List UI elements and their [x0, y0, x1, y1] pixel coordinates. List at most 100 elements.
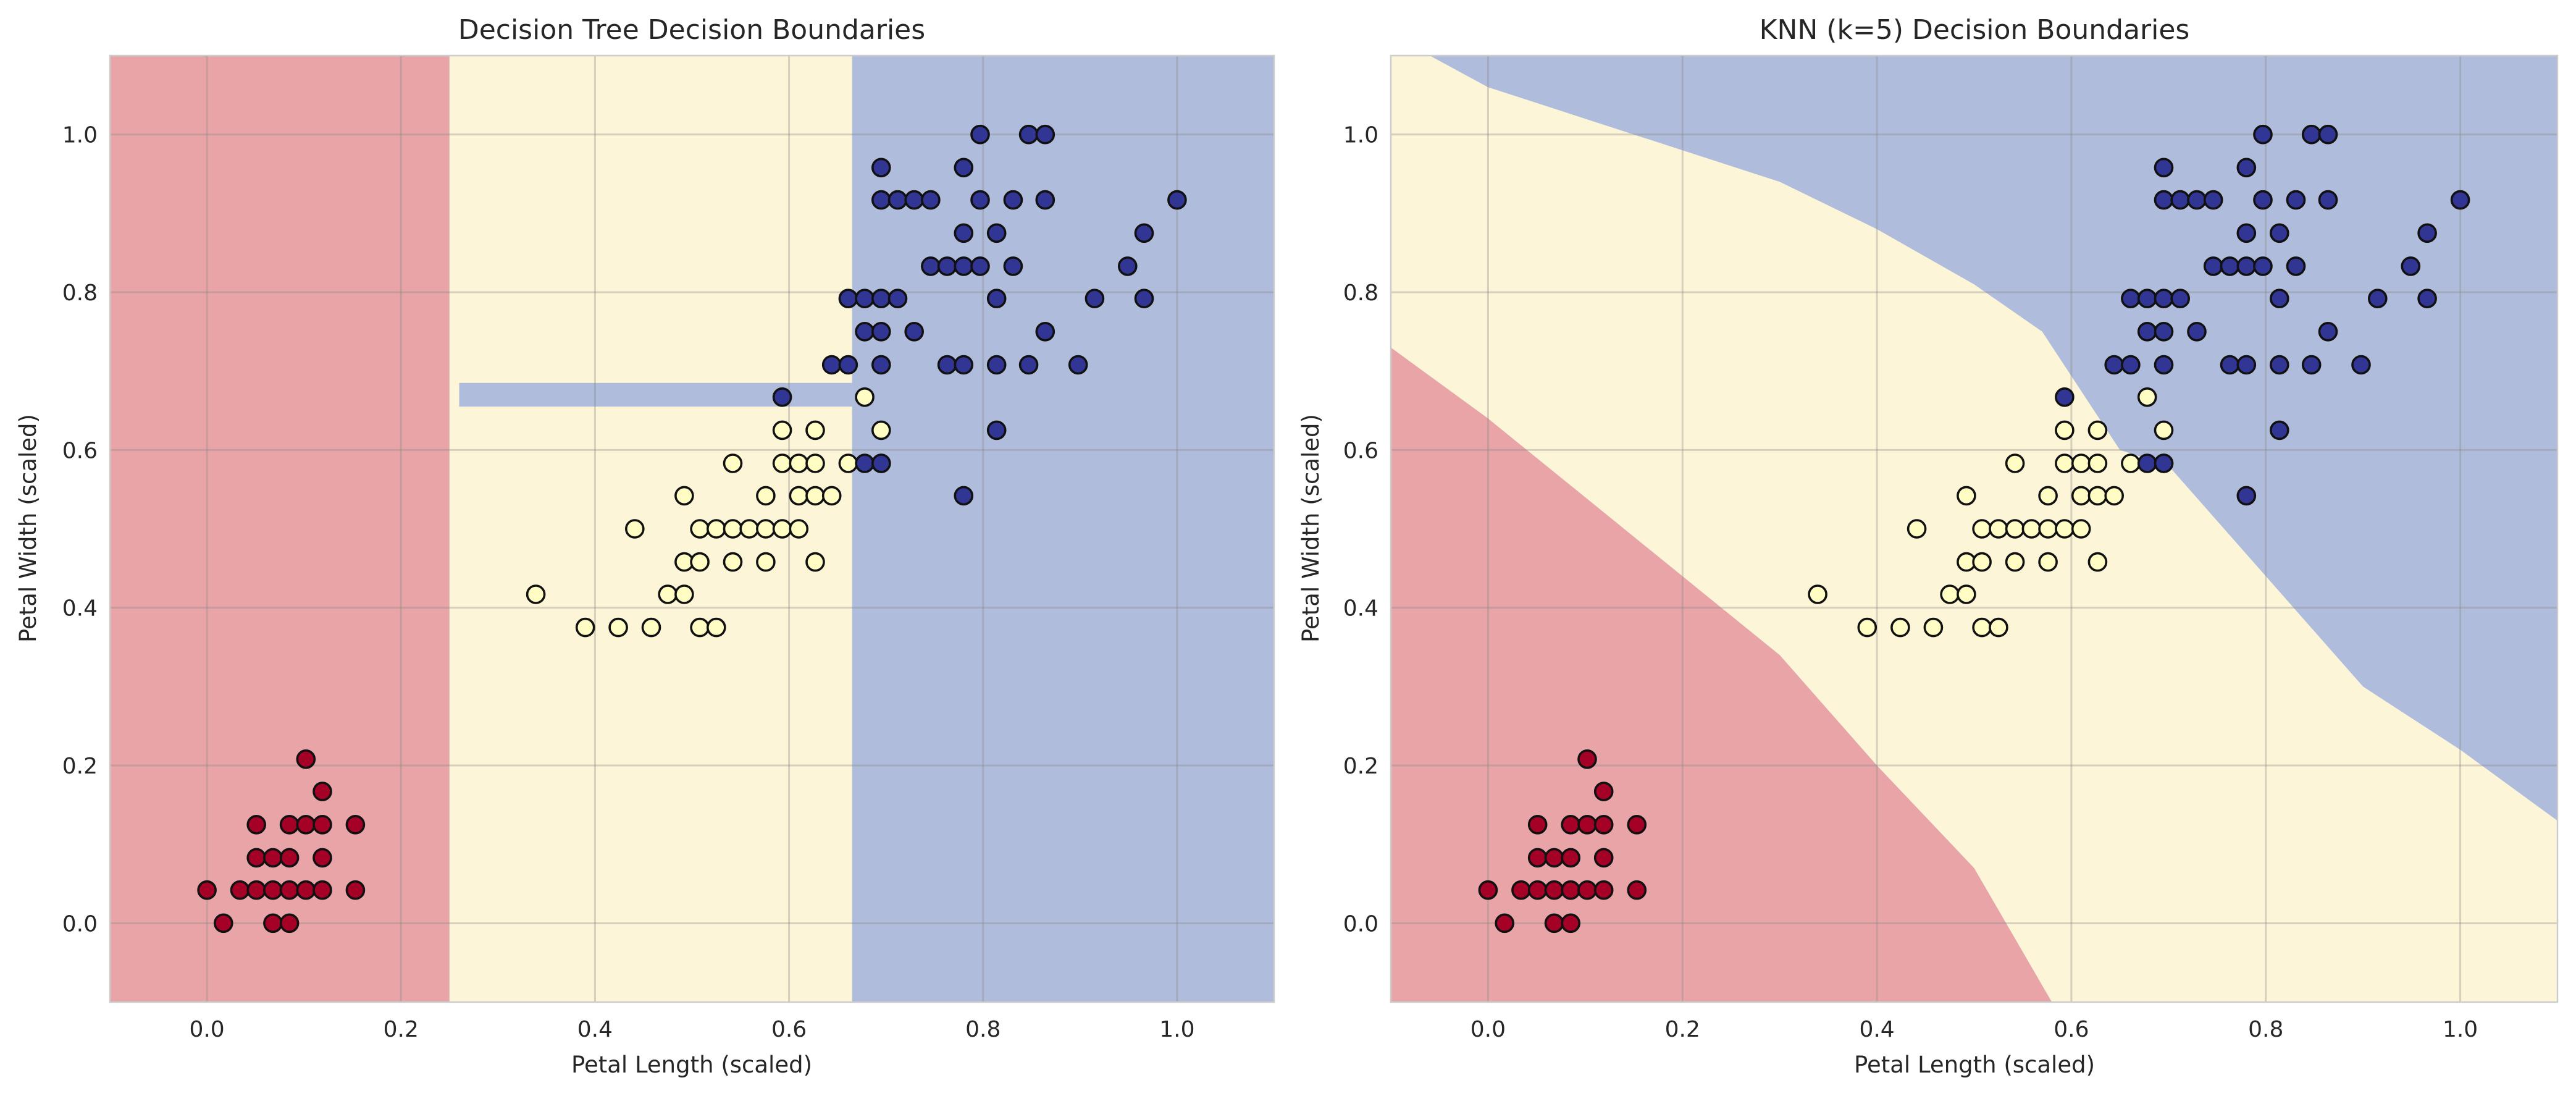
- knn-point-virginica-70: [2154, 158, 2174, 178]
- decision-tree-point-virginica-89: [986, 289, 1007, 309]
- decision-tree-point-virginica-91: [1003, 256, 1023, 276]
- decision-tree-point-virginica-71: [887, 289, 908, 309]
- decision-tree-point-setosa-12: [279, 815, 300, 835]
- decision-tree-point-virginica-101: [1134, 289, 1154, 309]
- knn-point-setosa-11: [1561, 848, 1580, 868]
- decision-tree-point-virginica-95: [1035, 321, 1055, 342]
- decision-tree-point-virginica-93: [1018, 355, 1039, 375]
- knn-point-virginica-63: [2137, 321, 2157, 342]
- knn-point-virginica-82: [2236, 223, 2257, 243]
- decision-tree-point-setosa-3: [246, 880, 267, 900]
- knn-point-setosa-2: [1511, 880, 1531, 900]
- decision-tree-point-versicolor-46: [789, 519, 809, 539]
- knn-region-fill-setosa-0: [1391, 347, 2052, 1002]
- knn-point-versicolor-46: [2071, 519, 2091, 539]
- knn-point-virginica-84: [2253, 256, 2273, 276]
- knn-point-setosa-20: [1627, 880, 1647, 900]
- decision-tree-point-versicolor-32: [690, 552, 710, 572]
- decision-tree-point-virginica-64: [855, 289, 875, 309]
- knn-point-virginica-61: [2121, 289, 2141, 309]
- knn-point-setosa-14: [1577, 815, 1597, 835]
- knn-x-tick-label: 0.2: [1665, 1017, 1700, 1042]
- knn-x-tick-label: 0.8: [2248, 1017, 2283, 1042]
- decision-tree-point-versicolor-47: [789, 486, 809, 506]
- knn-point-versicolor-55: [2137, 387, 2157, 407]
- decision-tree-point-virginica-84: [970, 256, 990, 276]
- knn-point-setosa-13: [1577, 880, 1597, 900]
- knn-panel: KNN (k=5) Decision Boundaries Petal Leng…: [1298, 14, 2559, 1078]
- knn-point-versicolor-45: [2055, 420, 2075, 441]
- knn-point-versicolor-40: [2038, 552, 2058, 572]
- decision-tree-point-virginica-61: [838, 289, 858, 309]
- knn-point-setosa-3: [1527, 880, 1548, 900]
- decision-tree-point-virginica-67: [871, 321, 891, 342]
- decision-tree-point-virginica-72: [887, 190, 908, 210]
- knn-point-versicolor-50: [2087, 486, 2108, 506]
- decision-tree-plot-area: 0.0 0.2 0.4 0.6 0.8 1.0 0.0 0.2 0.4 0.6 0.8 1.0: [62, 54, 1275, 1042]
- decision-tree-point-versicolor-36: [723, 552, 743, 572]
- knn-point-virginica-95: [2318, 321, 2338, 342]
- knn-plot-frame: [1390, 54, 2559, 1003]
- decision-tree-point-setosa-8: [263, 848, 283, 868]
- decision-tree-point-virginica-85: [970, 190, 990, 210]
- knn-point-versicolor-22: [1808, 584, 1827, 604]
- decision-tree-point-setosa-14: [296, 815, 316, 835]
- decision-tree-point-virginica-102: [1134, 223, 1154, 243]
- knn-y-tick-label: 0.0: [1343, 911, 1378, 937]
- knn-region-fill-virginica-2: [1430, 56, 2557, 821]
- decision-tree-point-virginica-70: [871, 158, 891, 178]
- knn-point-setosa-8: [1544, 848, 1564, 868]
- knn-point-setosa-0: [1478, 880, 1498, 900]
- knn-point-setosa-18: [1593, 815, 1614, 835]
- knn-point-versicolor-28: [1957, 584, 1976, 604]
- decision-tree-point-setosa-1: [213, 913, 233, 934]
- decision-tree-point-virginica-88: [986, 355, 1007, 375]
- decision-tree-point-setosa-10: [279, 880, 300, 900]
- decision-tree-point-versicolor-22: [526, 584, 546, 604]
- decision-tree-point-virginica-68: [871, 289, 891, 309]
- knn-point-virginica-86: [2253, 124, 2273, 145]
- knn-point-versicolor-48: [2071, 453, 2091, 473]
- knn-y-tick-label: 0.6: [1343, 438, 1378, 463]
- knn-x-tick-label: 0.6: [2054, 1017, 2089, 1042]
- knn-point-virginica-67: [2154, 321, 2174, 342]
- decision-tree-point-versicolor-54: [838, 453, 858, 473]
- knn-point-versicolor-52: [2087, 420, 2108, 441]
- knn-point-virginica-73: [2187, 321, 2207, 342]
- knn-point-versicolor-38: [2005, 453, 2025, 473]
- knn-point-virginica-69: [2154, 190, 2174, 210]
- knn-chart-title: KNN (k=5) Decision Boundaries: [1760, 14, 2190, 46]
- knn-y-tick-label: 0.4: [1343, 596, 1378, 622]
- knn-point-setosa-12: [1561, 815, 1580, 835]
- knn-point-virginica-94: [2301, 124, 2322, 145]
- decision-tree-point-virginica-60: [838, 355, 858, 375]
- decision-tree-point-virginica-94: [1018, 124, 1039, 145]
- knn-point-setosa-19: [1593, 782, 1614, 801]
- decision-tree-point-virginica-73: [904, 321, 924, 342]
- knn-point-versicolor-34: [1989, 617, 2008, 638]
- decision-tree-point-virginica-76: [921, 190, 941, 210]
- knn-point-setosa-21: [1627, 815, 1647, 835]
- knn-grid: [1391, 56, 2557, 1002]
- knn-point-versicolor-36: [2005, 552, 2025, 572]
- knn-point-setosa-5: [1527, 815, 1548, 835]
- decision-tree-point-versicolor-53: [821, 486, 842, 506]
- decision-tree-point-versicolor-40: [756, 552, 776, 572]
- decision-tree-point-versicolor-50: [805, 486, 825, 506]
- decision-tree-point-virginica-103: [1167, 190, 1187, 210]
- decision-tree-x-tick-label: 0.6: [771, 1017, 807, 1042]
- knn-point-virginica-68: [2154, 289, 2174, 309]
- knn-x-tick-label: 0.4: [1859, 1017, 1894, 1042]
- decision-tree-point-setosa-20: [345, 880, 366, 900]
- knn-point-versicolor-41: [2038, 519, 2058, 539]
- knn-point-virginica-79: [2236, 486, 2257, 506]
- decision-tree-point-setosa-15: [296, 749, 316, 769]
- knn-x-axis-label: Petal Length (scaled): [1854, 1052, 2095, 1078]
- knn-point-versicolor-42: [2038, 486, 2058, 506]
- knn-point-virginica-87: [2270, 420, 2289, 441]
- decision-tree-y-tick-label: 0.4: [62, 596, 98, 622]
- knn-point-virginica-62: [2137, 453, 2157, 473]
- decision-tree-point-virginica-97: [1035, 124, 1055, 145]
- decision-tree-point-setosa-2: [230, 880, 250, 900]
- knn-point-virginica-92: [2286, 190, 2306, 210]
